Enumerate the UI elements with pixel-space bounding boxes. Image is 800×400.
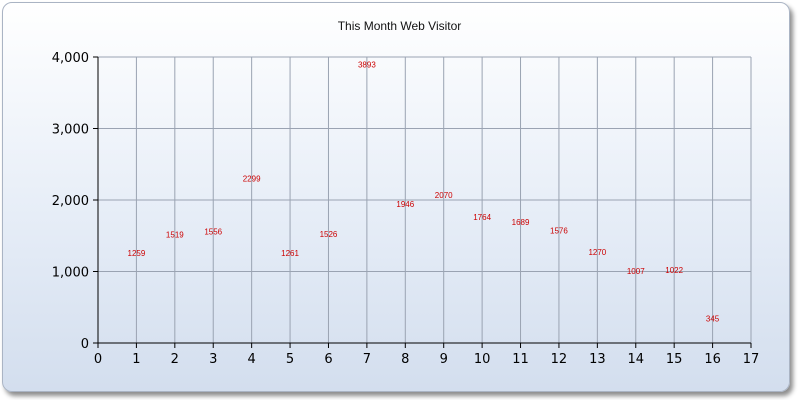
y-tick-label: 4,000 [52,51,89,66]
data-label: 345 [706,314,720,323]
tick-labels: 0 1 2 3 4 5 6 7 8 9 10 11 12 13 14 15 16 1701,0002,0003,0… [52,51,759,367]
data-label: 2070 [435,191,453,200]
x-tick-label: 14 [627,352,644,367]
y-tick-label: 1,000 [52,266,89,281]
data-label: 1556 [204,228,222,237]
x-tick-label: 0 [94,352,102,367]
chart-svg: 0 1 2 3 4 5 6 7 8 9 10 11 12 13 14 15 16 1701,0002,0003,0… [52,19,759,367]
data-label: 1689 [512,218,530,227]
x-tick-label: 12 [551,352,568,367]
y-tick-label: 3,000 [52,123,89,138]
data-label: 1526 [320,230,338,239]
x-tick-label: 11 [512,352,529,367]
y-tick-label: 0 [81,337,89,352]
data-label: 1576 [550,226,568,235]
data-label: 1259 [128,249,146,258]
x-tick-label: 8 [401,352,409,367]
data-label: 1519 [166,230,184,239]
x-tick-label: 15 [666,352,683,367]
data-label: 1946 [396,200,414,209]
x-tick-label: 10 [474,352,491,367]
chart-title: This Month Web Visitor [338,19,462,33]
x-tick-label: 9 [440,352,448,367]
data-label: 2299 [243,175,261,184]
x-tick-label: 5 [286,352,294,367]
data-label: 1022 [665,266,683,275]
x-tick-label: 13 [589,352,606,367]
x-tick-label: 4 [248,352,256,367]
data-label: 1270 [588,248,606,257]
data-label: 1007 [627,267,645,276]
axes [93,56,752,348]
x-tick-label: 3 [209,352,217,367]
grid-lines [98,56,752,343]
x-tick-label: 2 [171,352,179,367]
x-tick-label: 17 [743,352,760,367]
data-label: 1764 [473,213,491,222]
y-tick-label: 2,000 [52,194,89,209]
chart-frame: 0 1 2 3 4 5 6 7 8 9 10 11 12 13 14 15 16 17 0 1,000 2,000 3,0… [2,2,790,392]
data-labels: 1259 1519 1556 2299 1261 1526 3893 1946 2070 1764… [128,61,720,324]
x-tick-label: 1 [132,352,140,367]
x-tick-label: 6 [324,352,332,367]
data-label: 3893 [358,61,376,70]
x-tick-label: 7 [363,352,371,367]
x-tick-label: 16 [704,352,721,367]
data-label: 1261 [281,249,299,258]
